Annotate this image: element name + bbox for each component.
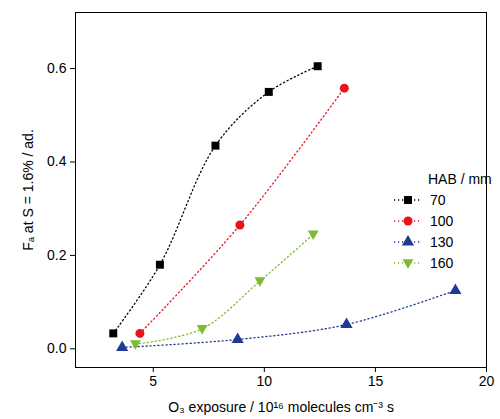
svg-text:HAB / mm: HAB / mm (428, 171, 492, 187)
svg-text:10: 10 (257, 373, 273, 389)
svg-text:160: 160 (430, 255, 454, 271)
svg-text:20: 20 (479, 373, 495, 389)
svg-text:100: 100 (430, 213, 454, 229)
svg-text:0.0: 0.0 (47, 340, 67, 356)
svg-text:70: 70 (430, 192, 446, 208)
svg-text:0.6: 0.6 (47, 60, 67, 76)
svg-text:0.2: 0.2 (47, 247, 67, 263)
svg-text:0.4: 0.4 (47, 153, 67, 169)
svg-text:130: 130 (430, 234, 454, 250)
svg-text:O₃ exposure / 10¹⁶ molecules c: O₃ exposure / 10¹⁶ molecules cm⁻³ s (168, 399, 394, 415)
svg-text:5: 5 (149, 373, 157, 389)
svg-text:Fₐ at S = 1.6% / ad.: Fₐ at S = 1.6% / ad. (20, 129, 36, 251)
svg-text:15: 15 (368, 373, 384, 389)
